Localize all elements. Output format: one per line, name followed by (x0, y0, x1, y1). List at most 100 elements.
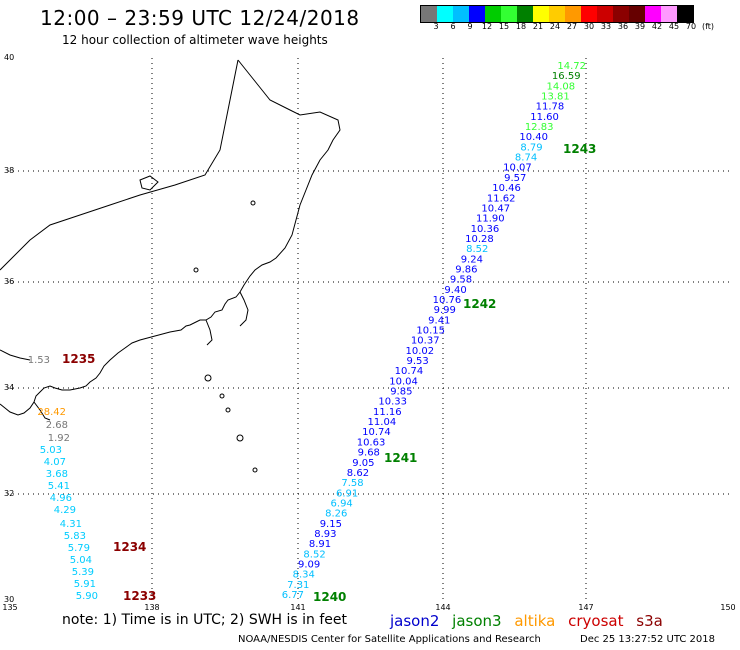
legend-swatch (421, 6, 437, 22)
swh-value: 10.04 (389, 376, 418, 387)
swh-value: 8.93 (314, 529, 336, 540)
swh-value: 10.40 (519, 132, 548, 143)
swh-value: 5.90 (76, 591, 98, 602)
pass-number-label: 1233 (123, 589, 156, 603)
legend-label: 24 (549, 22, 561, 31)
swh-value: 8.79 (520, 142, 542, 153)
legend-swatch (549, 6, 565, 22)
legend-label: 36 (617, 22, 629, 31)
izu-oshima (204, 374, 212, 382)
lon-tick-label: 147 (578, 603, 593, 612)
swh-value: 9.86 (455, 264, 477, 275)
swh-value: 5.79 (68, 543, 90, 554)
lat-tick-label: 34 (4, 383, 14, 392)
swh-value: 9.99 (434, 305, 456, 316)
swh-value: 10.36 (471, 224, 500, 235)
legend-swatch (565, 6, 581, 22)
legend-label: 70 (685, 22, 697, 31)
swh-value: 10.74 (362, 427, 391, 438)
swh-value: 10.74 (395, 366, 424, 377)
swh-value: 5.39 (72, 567, 94, 578)
swh-value: 9.15 (320, 519, 342, 530)
swh-value: 9.09 (298, 559, 320, 570)
swh-value: 4.07 (44, 457, 66, 468)
swh-value: 8.74 (515, 153, 537, 164)
cryosat-track-values: 1.53 28.42 2.68 1.925.034.073.685.414.964.2… (28, 355, 98, 602)
swh-value: 8.62 (347, 468, 369, 479)
swh-value: 8.34 (293, 570, 315, 581)
lat-tick-label: 30 (4, 595, 14, 604)
lon-tick-label: 138 (144, 603, 159, 612)
legend-swatch (661, 6, 677, 22)
swh-value: 11.16 (373, 407, 402, 418)
jason3-track-values: 14.7216.5914.0813.8111.7811.6012.8310.40… (282, 61, 586, 601)
legend-label: 15 (498, 22, 510, 31)
swh-value: 9.53 (406, 356, 428, 367)
legend-label: 18 (515, 22, 527, 31)
swh-value: 5.91 (74, 579, 96, 590)
swh-value: 1.53 (28, 355, 50, 366)
footer-note: note: 1) Time is in UTC; 2) SWH is in fe… (62, 612, 348, 628)
swh-value: 5.41 (48, 481, 70, 492)
legend-swatch (613, 6, 629, 22)
swh-value: 4.29 (54, 505, 76, 516)
mission-name: jason3 (452, 612, 507, 630)
legend-swatch (645, 6, 661, 22)
swh-value: 8.91 (309, 539, 331, 550)
sado-island (139, 175, 159, 191)
pass-number-label: 1240 (313, 590, 346, 604)
swh-value: 12.83 (525, 122, 554, 133)
swh-value: 9.41 (428, 315, 450, 326)
pass-number-label: 1242 (463, 297, 496, 311)
izu-island (236, 434, 244, 442)
izu-island (252, 467, 258, 473)
legend-swatch (453, 6, 469, 22)
map-title: 12:00 – 23:59 UTC 12/24/2018 (40, 6, 360, 30)
boso-peninsula (239, 291, 249, 327)
japan-sea-coastline (0, 59, 239, 271)
legend-label: 12 (481, 22, 493, 31)
swh-value: 2.68 (46, 420, 68, 431)
swh-value: 11.04 (368, 417, 397, 428)
legend-swatch (469, 6, 485, 22)
swh-value: 10.02 (406, 346, 435, 357)
pass-number-label: 1234 (113, 540, 146, 554)
lon-tick-label: 144 (435, 603, 450, 612)
swh-value: 9.05 (352, 458, 374, 469)
swh-value: 6.94 (331, 498, 353, 509)
swh-value: 1.92 (48, 433, 70, 444)
swh-value: 11.62 (487, 193, 516, 204)
mission-name: altika (514, 612, 561, 630)
lat-lon-grid (8, 58, 732, 600)
swh-value: 28.42 (37, 407, 66, 418)
mission-name: s3a (636, 612, 663, 630)
swh-value: 10.15 (416, 326, 445, 337)
mission-legend: jason2 jason3 altika cryosat s3a (390, 612, 671, 630)
swh-value: 10.28 (465, 234, 494, 245)
swh-value: 6.77 (282, 590, 304, 601)
swh-value: 11.90 (476, 214, 505, 225)
swh-value: 10.33 (378, 397, 407, 408)
coastline (0, 59, 341, 473)
swh-value: 8.52 (466, 244, 488, 255)
credit-text: NOAA/NESDIS Center for Satellite Applica… (238, 634, 541, 645)
swh-value: 5.83 (64, 531, 86, 542)
legend-label: 42 (651, 22, 663, 31)
swh-value: 11.60 (530, 112, 559, 123)
swh-value: 8.52 (303, 549, 325, 560)
lon-tick-label: 141 (290, 603, 305, 612)
lake (250, 200, 256, 206)
swh-value: 10.76 (433, 295, 462, 306)
swh-value: 8.26 (325, 509, 347, 520)
izu-peninsula (205, 319, 213, 346)
swh-value: 3.68 (46, 469, 68, 480)
legend-label: 33 (600, 22, 612, 31)
honshu-coastline (0, 59, 341, 416)
swh-value: 10.46 (492, 183, 521, 194)
swh-value: 16.59 (552, 71, 581, 82)
pass-number-label: 1241 (384, 451, 417, 465)
legend-label: 9 (467, 22, 473, 31)
legend-unit: (ft) (701, 22, 715, 31)
swh-value: 9.85 (390, 387, 412, 398)
